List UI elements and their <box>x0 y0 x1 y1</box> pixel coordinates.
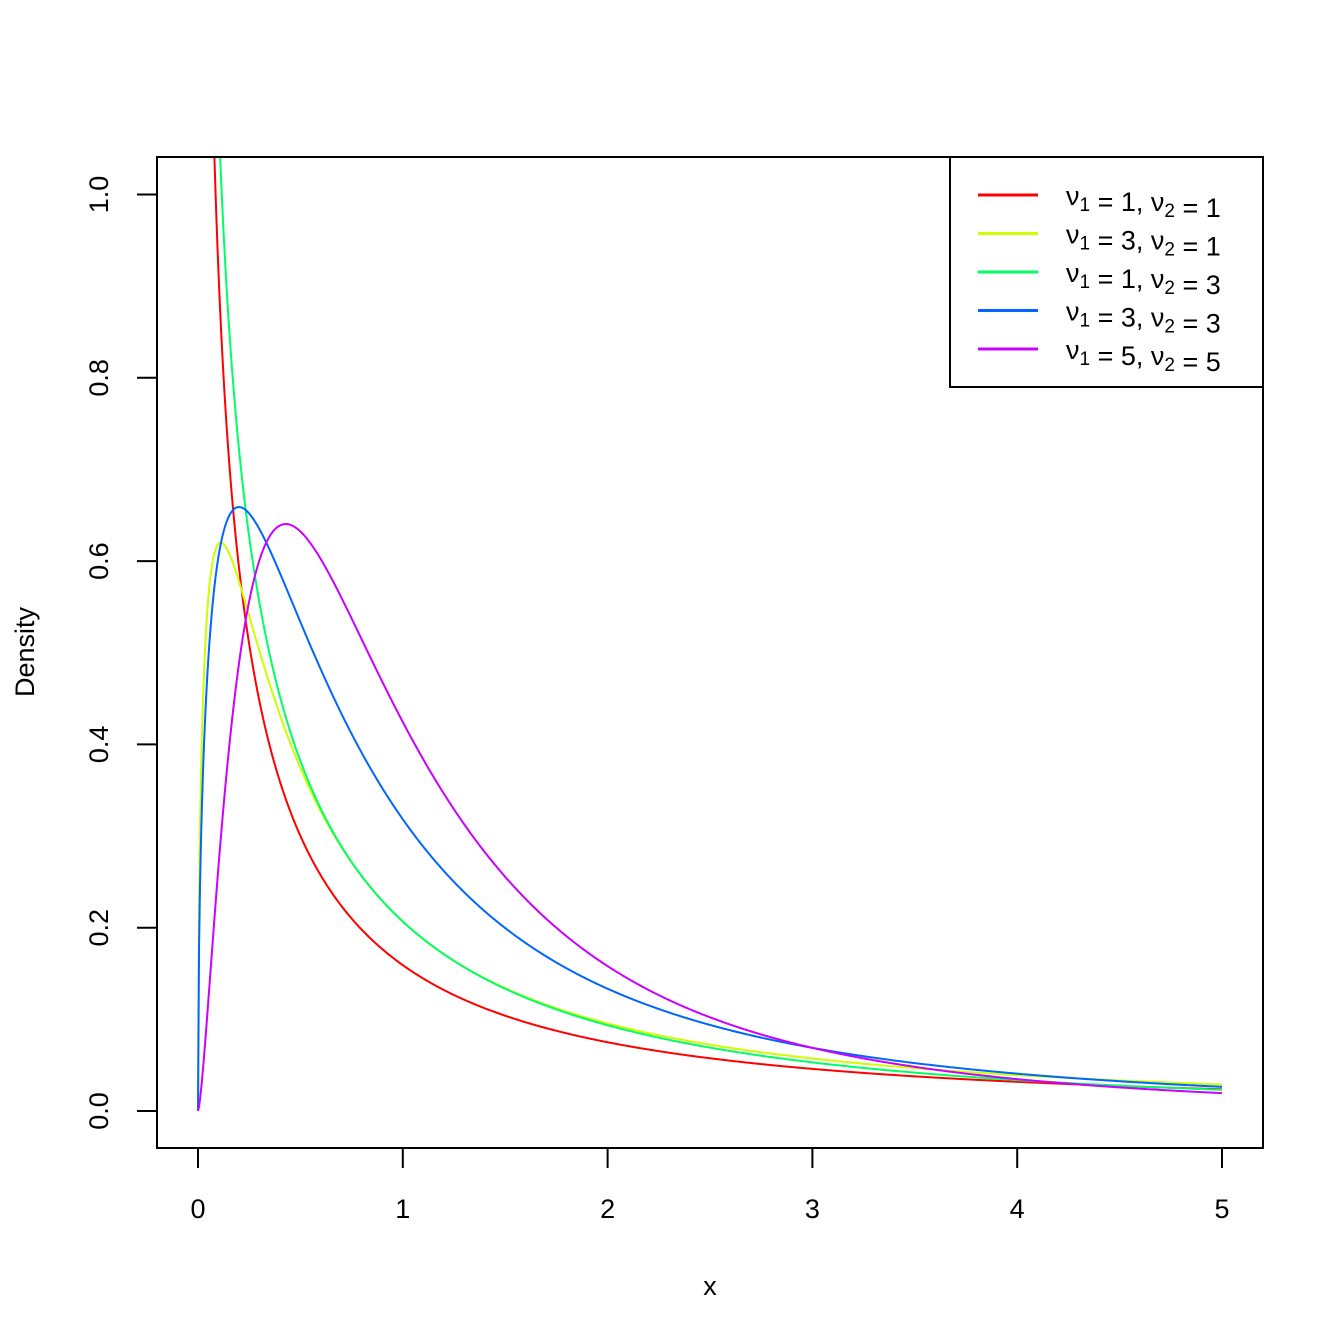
y-axis: 0.0 0.2 0.4 0.6 0.8 1.0 <box>84 176 158 1130</box>
legend-label: ν1 = 1, ν2 = 1 <box>1066 181 1221 223</box>
y-tick-label: 0.6 <box>84 542 114 580</box>
y-tick-label: 0.8 <box>84 359 114 397</box>
y-axis-title: Density <box>10 606 40 697</box>
x-axis: 0 1 2 3 4 5 <box>190 1147 1230 1224</box>
density-curve-1 <box>213 157 1223 1091</box>
density-curves <box>197 157 1223 1112</box>
density-curve-4 <box>197 505 1223 1112</box>
x-tick-label: 3 <box>805 1194 820 1224</box>
y-tick-label: 0.2 <box>84 909 114 947</box>
x-tick-label: 0 <box>190 1194 205 1224</box>
y-tick-label: 1.0 <box>84 176 114 214</box>
legend: ν1 = 1, ν2 = 1ν1 = 3, ν2 = 1ν1 = 1, ν2 =… <box>949 156 1264 388</box>
density-curve-5 <box>197 523 1223 1112</box>
x-axis-title: x <box>703 1271 717 1301</box>
x-tick-label: 1 <box>395 1194 410 1224</box>
legend-label: ν1 = 1, ν2 = 3 <box>1066 258 1221 300</box>
legend-label: ν1 = 5, ν2 = 5 <box>1066 335 1221 377</box>
x-tick-label: 5 <box>1214 1194 1229 1224</box>
legend-label: ν1 = 3, ν2 = 1 <box>1066 220 1221 262</box>
y-tick-label: 0.4 <box>84 726 114 764</box>
x-tick-label: 4 <box>1010 1194 1025 1224</box>
x-tick-label: 2 <box>600 1194 615 1224</box>
y-tick-label: 0.0 <box>84 1092 114 1130</box>
legend-label: ν1 = 3, ν2 = 3 <box>1066 297 1221 339</box>
